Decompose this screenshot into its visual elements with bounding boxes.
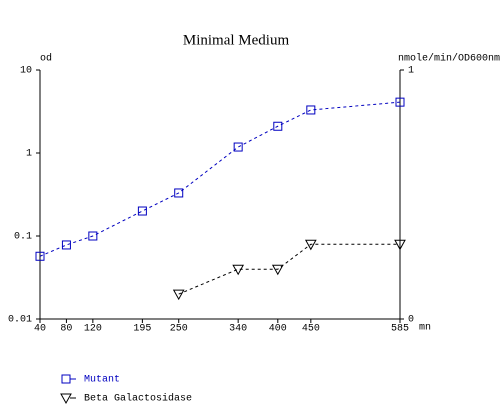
- y-axis-label: od: [40, 53, 52, 65]
- data-point: [306, 105, 316, 115]
- y2-tick-label: 1: [408, 66, 414, 77]
- x-tick-label: 80: [60, 324, 72, 335]
- chart-title: Minimal Medium: [183, 32, 290, 48]
- data-point: [271, 264, 284, 276]
- x-tick-label: 585: [391, 324, 409, 335]
- x-tick-label: 120: [84, 324, 102, 335]
- x-tick-label: 450: [302, 324, 320, 335]
- data-point: [61, 240, 71, 250]
- data-point: [172, 289, 185, 301]
- y-tick-label: 0.1: [14, 232, 32, 243]
- data-point: [88, 231, 98, 241]
- data-point: [304, 239, 317, 251]
- x-tick-label: 250: [170, 324, 188, 335]
- y-tick-label: 0.01: [8, 315, 32, 326]
- data-point: [273, 121, 283, 131]
- x-tick-label: 40: [34, 324, 46, 335]
- legend-label: Mutant: [84, 375, 120, 386]
- x-tick-label: 195: [133, 324, 151, 335]
- y2-axis-label: nmole/min/OD600nm: [398, 53, 500, 65]
- y-tick-label: 10: [20, 66, 32, 77]
- x-axis-label: mn: [419, 323, 431, 334]
- x-tick-label: 400: [269, 324, 287, 335]
- legend-marker: [61, 374, 71, 384]
- data-point: [395, 97, 405, 107]
- y-tick-label: 1: [26, 149, 32, 160]
- x-tick-label: 340: [229, 324, 247, 335]
- data-point: [233, 142, 243, 152]
- data-point: [394, 239, 406, 251]
- series-line: [39, 101, 401, 257]
- y2-tick-label: 0: [408, 315, 414, 326]
- data-point: [174, 188, 184, 198]
- legend-label: Beta Galactosidase: [84, 393, 192, 405]
- series-line: [178, 243, 400, 295]
- data-point: [35, 251, 45, 261]
- legend-marker: [60, 393, 72, 405]
- data-point: [232, 264, 245, 276]
- data-point: [137, 206, 147, 216]
